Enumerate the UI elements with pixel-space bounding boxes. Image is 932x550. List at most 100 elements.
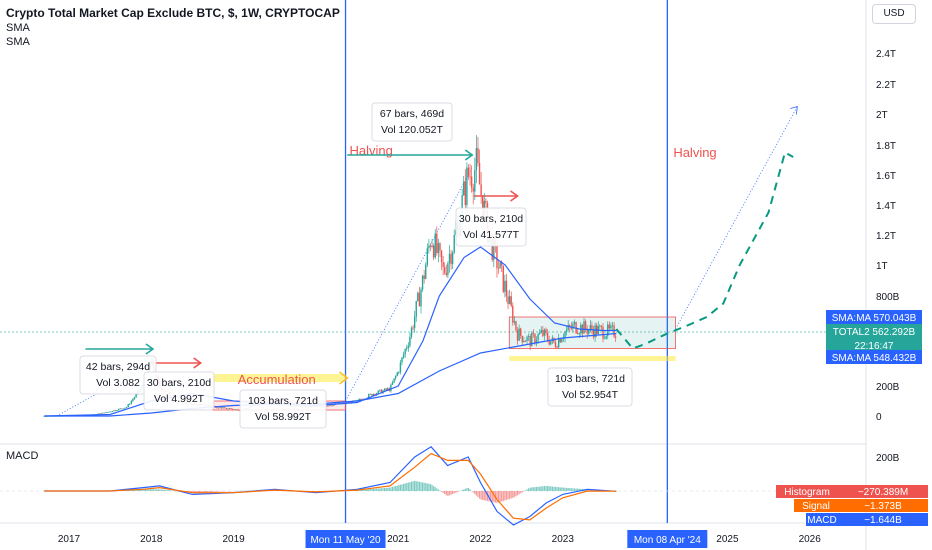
measure-box-bg bbox=[371, 102, 453, 142]
macd-label-name: Histogram bbox=[784, 487, 830, 498]
candle-body bbox=[326, 405, 329, 407]
candle-body bbox=[573, 322, 576, 325]
candle-body bbox=[589, 325, 592, 330]
macd-histogram-bar bbox=[472, 491, 474, 493]
macd-histogram-bar bbox=[203, 491, 205, 493]
candle-body bbox=[599, 325, 601, 327]
macd-histogram-bar bbox=[485, 491, 487, 501]
macd-histogram-bar bbox=[410, 481, 413, 491]
candle-body bbox=[603, 338, 606, 340]
macd-histogram-bar bbox=[567, 487, 569, 491]
measure-box-vol: Vol 52.954T bbox=[562, 389, 619, 401]
candle-body bbox=[110, 411, 112, 413]
candle-body bbox=[130, 400, 133, 404]
macd-histogram-bar bbox=[157, 489, 159, 491]
macd-histogram-bar bbox=[197, 491, 199, 493]
macd-histogram-bar bbox=[499, 491, 501, 502]
signal-line bbox=[44, 452, 617, 521]
candle-body bbox=[228, 408, 231, 410]
macd-histogram-bar bbox=[391, 486, 394, 491]
trendline-head bbox=[790, 105, 798, 115]
price-axis-tick: 1.2T bbox=[876, 231, 896, 242]
candle-body bbox=[219, 407, 221, 409]
candle-body bbox=[436, 233, 438, 254]
candle-body bbox=[227, 408, 229, 410]
macd-histogram-bar bbox=[521, 491, 523, 493]
candle-body bbox=[569, 325, 571, 327]
candle-body bbox=[605, 335, 607, 339]
candle-body bbox=[600, 325, 603, 328]
macd-histogram-bar bbox=[456, 491, 458, 493]
measure-arrow-head bbox=[193, 357, 203, 369]
macd-histogram-bar bbox=[558, 487, 560, 491]
candle-body bbox=[515, 321, 517, 330]
macd-histogram-bar bbox=[478, 491, 481, 499]
macd-histogram-bar bbox=[358, 489, 360, 491]
measure-box-vol: Vol 41.577T bbox=[463, 229, 520, 241]
macd-histogram-bar bbox=[469, 489, 471, 491]
candle-body bbox=[236, 409, 239, 411]
price-axis-tick: 2.2T bbox=[876, 80, 896, 91]
candle-body bbox=[437, 243, 440, 254]
currency-button[interactable]: USD bbox=[872, 4, 916, 24]
candle-body bbox=[502, 265, 504, 292]
candle-body bbox=[548, 339, 550, 345]
macd-histogram-bar bbox=[371, 488, 373, 491]
measure-arrow-head bbox=[464, 149, 474, 161]
candle-body bbox=[238, 410, 240, 411]
macd-histogram-bar bbox=[569, 488, 571, 491]
price-label-countdown: 22:16:47 bbox=[855, 341, 894, 352]
candle-body bbox=[135, 393, 137, 398]
candle-body bbox=[401, 357, 403, 363]
price-axis-tick: 800B bbox=[876, 292, 900, 303]
macd-histogram-bar bbox=[588, 489, 590, 491]
macd-histogram-bar bbox=[206, 491, 208, 493]
indicator-label-sma-1[interactable]: SMA bbox=[6, 22, 30, 34]
candle-body bbox=[385, 388, 387, 390]
macd-histogram-bar bbox=[379, 488, 381, 491]
macd-histogram-bar bbox=[198, 491, 201, 493]
macd-histogram-bar bbox=[447, 491, 449, 496]
candle-body bbox=[472, 187, 474, 192]
candle-body bbox=[493, 237, 495, 260]
candle-body bbox=[588, 329, 590, 334]
macd-histogram-bar bbox=[385, 487, 387, 491]
candle-body bbox=[429, 245, 432, 247]
macd-histogram-bar bbox=[526, 489, 528, 491]
macd-histogram-bar bbox=[393, 486, 395, 491]
macd-histogram-bar bbox=[426, 483, 428, 491]
macd-histogram-bar bbox=[554, 486, 557, 491]
candle-body bbox=[491, 234, 493, 260]
macd-histogram-bar bbox=[425, 483, 427, 491]
macd-histogram-bar bbox=[564, 487, 566, 491]
time-axis-tick: 2025 bbox=[716, 534, 739, 545]
macd-histogram-bar bbox=[545, 485, 547, 491]
macd-histogram-bar bbox=[528, 488, 530, 491]
candle-body bbox=[540, 330, 542, 333]
candle-body bbox=[231, 408, 234, 410]
macd-label-name-bg bbox=[794, 499, 838, 512]
candle-body bbox=[425, 264, 427, 279]
macd-title[interactable]: MACD bbox=[6, 450, 39, 462]
candle-body bbox=[358, 398, 360, 400]
macd-label-name-bg bbox=[776, 485, 838, 498]
indicator-label-sma-2[interactable]: SMA bbox=[6, 36, 30, 48]
accumulation-band-2 bbox=[509, 356, 676, 361]
macd-histogram-bar bbox=[483, 491, 485, 501]
candle-body bbox=[127, 404, 129, 408]
macd-histogram-bar bbox=[504, 491, 506, 501]
candle-body bbox=[393, 378, 395, 383]
macd-histogram-bar bbox=[510, 491, 512, 499]
candle-body bbox=[584, 321, 587, 329]
price-axis-tick: 0 bbox=[876, 412, 882, 423]
candle-body bbox=[235, 409, 237, 411]
candle-body bbox=[434, 233, 436, 258]
macd-value-label: Histogram −270.389M bbox=[776, 485, 928, 498]
macd-histogram-bar bbox=[436, 488, 438, 491]
candle-body bbox=[404, 349, 406, 355]
macd-histogram-bar bbox=[152, 489, 155, 491]
candle-body bbox=[576, 333, 579, 334]
macd-histogram-bar bbox=[420, 482, 422, 491]
